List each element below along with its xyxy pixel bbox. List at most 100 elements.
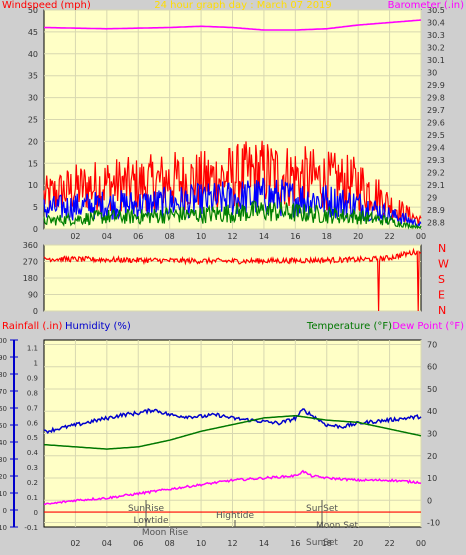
- rainfall-y-ticks: -0.1 0 0.1 0.2 0.3 0.4 0.5 0.6 0.7 0.8 0.9 1 1.1: [24, 344, 38, 532]
- wind-y-tick-3: 15: [28, 159, 38, 168]
- wind-y-tick-8: 40: [28, 50, 38, 59]
- temperature-series-line-2: [44, 469, 422, 506]
- rainfall-y-tick-7: 0.6: [27, 419, 39, 427]
- wind-y-tick-1: 5: [33, 203, 38, 212]
- sunset-label: SunSet: [306, 504, 338, 514]
- wind-series: [43, 19, 422, 230]
- wind-series-line-1: [43, 140, 422, 226]
- temperature-series-line-1: [43, 414, 422, 450]
- sunrise-label: SunRise: [128, 504, 165, 514]
- temperature-x-tick-6: 14: [259, 539, 269, 548]
- moonrise-label: Moon Rise: [142, 528, 189, 538]
- wind-y-tick-2: 10: [28, 181, 38, 190]
- direction-grid: [44, 244, 421, 312]
- rainfall-y-tick-12: 1.1: [27, 344, 38, 352]
- temperature-x-tick-1: 04: [102, 539, 112, 548]
- moonset-label: Moon Set: [316, 521, 359, 531]
- barometer-y-tick-12: 30: [427, 69, 437, 78]
- humidity-axis-bar: [10, 339, 18, 528]
- direction-y-tick-4: 360: [23, 241, 38, 250]
- barometer-y-tick-5: 29.3: [427, 156, 445, 165]
- humidity-y-tick-9: 80: [0, 371, 7, 379]
- direction-series-line-0: [43, 247, 422, 312]
- lowtide-label: Lowtide: [133, 516, 168, 526]
- temperature-series: [43, 408, 422, 506]
- barometer-title: Barometer (.in): [388, 0, 464, 11]
- temperature-x-ticks: 02 04 06 08 10 12 14 16 18 20 22 00: [70, 539, 426, 548]
- wind-y-tick-7: 35: [28, 72, 38, 81]
- wind-x-tick-5: 12: [227, 232, 237, 241]
- temperature-x-tick-0: 02: [70, 539, 80, 548]
- humidity-y-tick-7: 60: [0, 405, 7, 413]
- wind-x-tick-11: 00: [416, 232, 426, 241]
- hightide-label: Hightide: [216, 511, 254, 521]
- temperature-grid: [44, 340, 422, 527]
- wind-x-tick-0: 02: [70, 232, 80, 241]
- barometer-y-tick-13: 30.1: [427, 56, 445, 65]
- barometer-y-tick-6: 29.4: [427, 144, 445, 153]
- humidity-y-tick-4: 30: [0, 456, 7, 464]
- humidity-y-tick-8: 70: [0, 388, 7, 396]
- humidity-label: Humidity (%): [65, 321, 131, 332]
- wind-series-line-0: [43, 19, 422, 31]
- temperature-x-tick-5: 12: [227, 539, 237, 548]
- temperature-x-tick-9: 20: [353, 539, 363, 548]
- sunset-bottom-label: SunSet: [306, 538, 338, 548]
- annotations: SunRise Lowtide Moon Rise Hightide SunSe…: [128, 500, 359, 548]
- dewpoint-label: Dew Point (°F): [392, 321, 464, 332]
- temperature-x-tick-2: 06: [133, 539, 143, 548]
- barometer-y-tick-9: 29.7: [427, 106, 445, 115]
- barometer-y-tick-15: 30.3: [427, 31, 445, 40]
- temperature-y-tick-3: 20: [427, 452, 437, 461]
- humidity-y-ticks: -10 0 10 20 30 40 50 60 70 80 90 100: [0, 337, 7, 532]
- temperature-label: Temperature (°F): [306, 321, 392, 332]
- barometer-y-tick-1: 28.9: [427, 206, 445, 215]
- direction-y-tick-3: 270: [23, 258, 38, 267]
- humidity-y-tick-3: 20: [0, 473, 7, 481]
- compass-label-2: S: [438, 273, 445, 286]
- direction-y-ticks: 0 90 180 270 360: [23, 241, 38, 316]
- humidity-y-tick-11: 100: [0, 337, 7, 345]
- rainfall-y-tick-2: 0.1: [27, 494, 38, 502]
- temperature-panel: -0.1 0 0.1 0.2 0.3 0.4 0.5 0.6 0.7 0.8 0.9 1 1.1 -10…: [0, 321, 464, 548]
- rainfall-y-tick-3: 0.2: [27, 479, 38, 487]
- compass-label-3: E: [438, 289, 445, 302]
- barometer-y-tick-0: 28.8: [427, 219, 445, 228]
- temperature-x-tick-11: 00: [416, 539, 426, 548]
- wind-y-tick-0: 0: [33, 225, 38, 234]
- wind-x-tick-4: 10: [196, 232, 206, 241]
- humidity-y-tick-10: 90: [0, 354, 7, 362]
- graph-title: 24 hour graph day : March 07 2019: [154, 0, 332, 11]
- wind-y-tick-9: 45: [28, 28, 38, 37]
- barometer-y-tick-2: 29: [427, 194, 437, 203]
- barometer-y-tick-11: 29.9: [427, 81, 445, 90]
- wind-x-ticks: 02 04 06 08 10 12 14 16 18 20 22 00: [70, 232, 426, 241]
- temperature-x-tick-3: 08: [165, 539, 175, 548]
- barometer-y-tick-7: 29.5: [427, 131, 445, 140]
- temperature-y-tick-6: 50: [427, 385, 437, 394]
- direction-y-tick-1: 90: [28, 291, 38, 300]
- humidity-y-tick-6: 50: [0, 422, 7, 430]
- barometer-y-tick-3: 29.1: [427, 181, 445, 190]
- barometer-y-tick-17: 30.5: [427, 6, 445, 15]
- wind-x-tick-9: 20: [353, 232, 363, 241]
- compass-label-4: N: [438, 304, 446, 317]
- direction-y-tick-2: 180: [23, 274, 38, 283]
- direction-y-tick-0: 0: [33, 307, 38, 316]
- wind-x-tick-8: 18: [322, 232, 332, 241]
- temperature-x-tick-7: 16: [290, 539, 300, 548]
- barometer-y-tick-14: 30.2: [427, 44, 445, 53]
- temperature-x-tick-10: 22: [384, 539, 394, 548]
- wind-series-line-3: [43, 200, 422, 230]
- direction-series: [43, 247, 422, 312]
- barometer-y-tick-4: 29.2: [427, 169, 445, 178]
- wind-y-tick-4: 20: [28, 137, 38, 146]
- rainfall-y-tick-8: 0.7: [27, 404, 38, 412]
- rainfall-y-tick-11: 1: [34, 359, 38, 367]
- wind-x-tick-2: 06: [133, 232, 143, 241]
- rainfall-label: Rainfall (.in): [2, 321, 63, 332]
- temperature-x-tick-4: 10: [196, 539, 206, 548]
- temperature-y-tick-7: 60: [427, 363, 437, 372]
